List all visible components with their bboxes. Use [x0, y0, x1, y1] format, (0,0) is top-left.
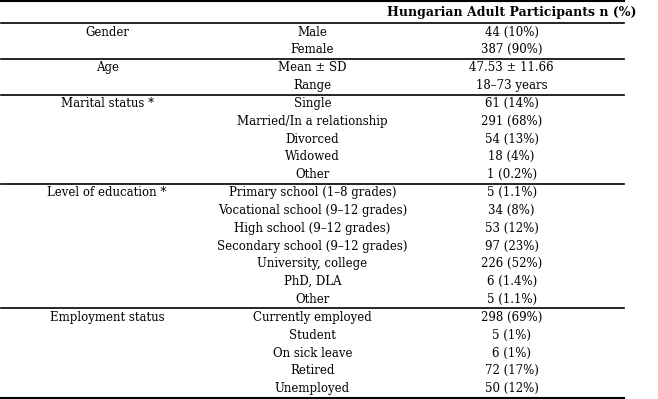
Text: Age: Age [95, 61, 118, 74]
Text: Range: Range [293, 79, 332, 92]
Text: Vocational school (9–12 grades): Vocational school (9–12 grades) [218, 204, 407, 217]
Text: 47.53 ± 11.66: 47.53 ± 11.66 [469, 61, 554, 74]
Text: Male: Male [297, 26, 328, 39]
Text: 97 (23%): 97 (23%) [485, 239, 539, 253]
Text: 44 (10%): 44 (10%) [485, 26, 539, 39]
Text: Married/In a relationship: Married/In a relationship [237, 115, 388, 128]
Text: Marital status *: Marital status * [61, 97, 154, 110]
Text: 53 (12%): 53 (12%) [485, 222, 539, 235]
Text: Mean ± SD: Mean ± SD [278, 61, 347, 74]
Text: 291 (68%): 291 (68%) [481, 115, 542, 128]
Text: Female: Female [291, 43, 334, 56]
Text: Hungarian Adult Participants n (%): Hungarian Adult Participants n (%) [387, 6, 636, 19]
Text: 5 (1.1%): 5 (1.1%) [486, 186, 537, 199]
Text: 18–73 years: 18–73 years [476, 79, 547, 92]
Text: 50 (12%): 50 (12%) [485, 382, 539, 395]
Text: 6 (1.4%): 6 (1.4%) [486, 275, 537, 288]
Text: 226 (52%): 226 (52%) [481, 257, 542, 271]
Text: Unemployed: Unemployed [275, 382, 350, 395]
Text: Secondary school (9–12 grades): Secondary school (9–12 grades) [217, 239, 408, 253]
Text: 34 (8%): 34 (8%) [488, 204, 535, 217]
Text: 72 (17%): 72 (17%) [485, 364, 539, 377]
Text: Level of education *: Level of education * [47, 186, 167, 199]
Text: Single: Single [293, 97, 332, 110]
Text: 18 (4%): 18 (4%) [488, 150, 535, 164]
Text: Other: Other [295, 293, 330, 306]
Text: 54 (13%): 54 (13%) [485, 132, 539, 146]
Text: 5 (1.1%): 5 (1.1%) [486, 293, 537, 306]
Text: High school (9–12 grades): High school (9–12 grades) [234, 222, 391, 235]
Text: Retired: Retired [290, 364, 335, 377]
Text: 61 (14%): 61 (14%) [485, 97, 539, 110]
Text: 5 (1%): 5 (1%) [492, 329, 531, 342]
Text: 1 (0.2%): 1 (0.2%) [486, 168, 537, 181]
Text: On sick leave: On sick leave [273, 347, 352, 359]
Text: 6 (1%): 6 (1%) [492, 347, 531, 359]
Text: Currently employed: Currently employed [253, 311, 372, 324]
Text: Divorced: Divorced [286, 132, 340, 146]
Text: 387 (90%): 387 (90%) [481, 43, 542, 56]
Text: Student: Student [289, 329, 336, 342]
Text: Other: Other [295, 168, 330, 181]
Text: PhD, DLA: PhD, DLA [284, 275, 342, 288]
Text: Gender: Gender [85, 26, 129, 39]
Text: Widowed: Widowed [285, 150, 340, 164]
Text: Primary school (1–8 grades): Primary school (1–8 grades) [229, 186, 396, 199]
Text: 298 (69%): 298 (69%) [481, 311, 542, 324]
Text: University, college: University, college [257, 257, 368, 271]
Text: Employment status: Employment status [50, 311, 164, 324]
